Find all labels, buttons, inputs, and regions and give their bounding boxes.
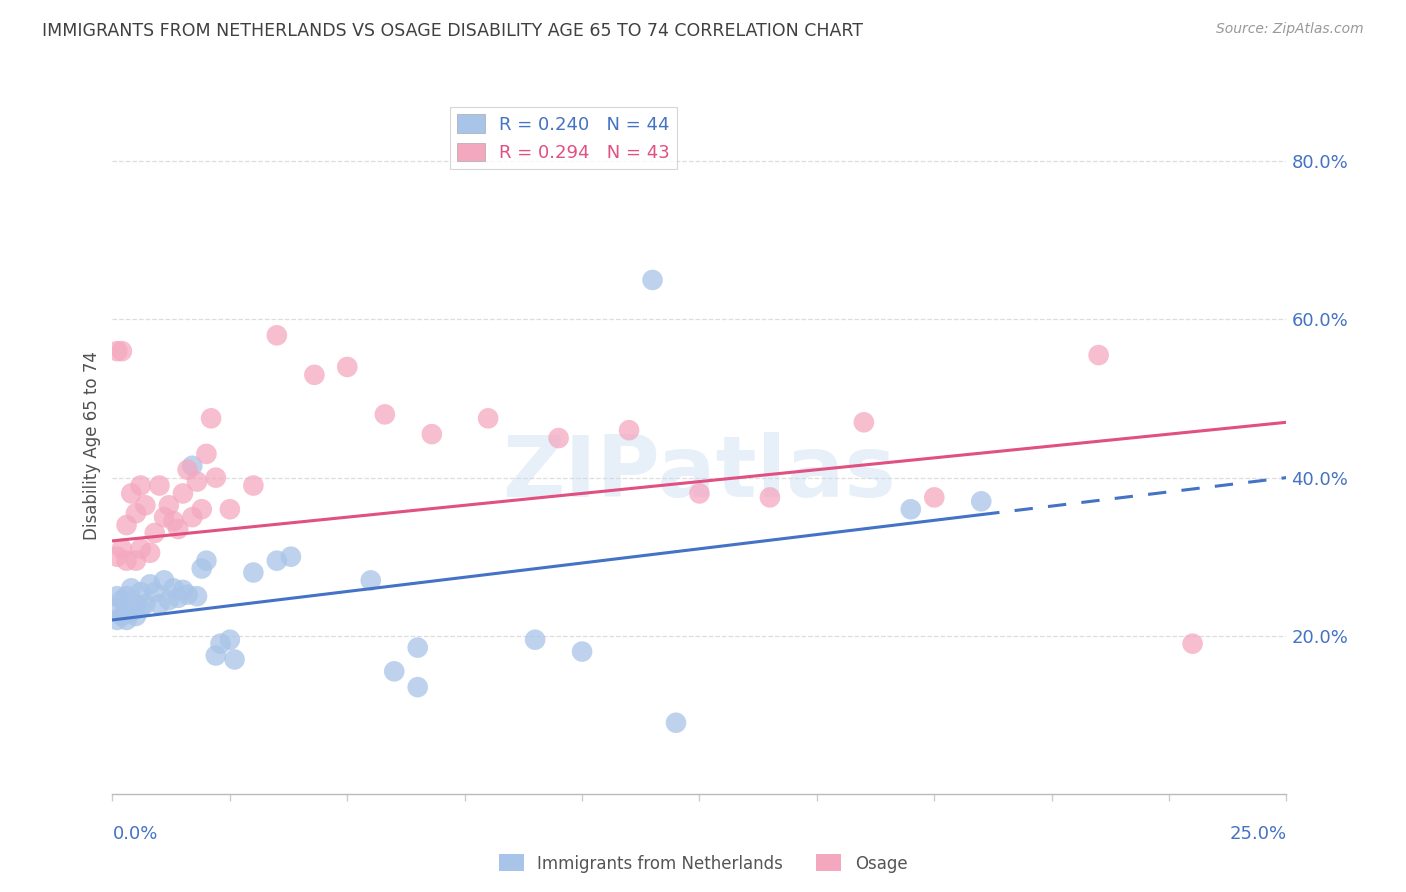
Point	[641, 273, 664, 287]
Point	[120, 486, 142, 500]
Point	[190, 561, 212, 575]
Point	[167, 591, 190, 605]
Point	[111, 541, 134, 556]
Point	[382, 665, 405, 679]
Point	[111, 593, 134, 607]
Point	[304, 368, 326, 382]
Point	[242, 478, 264, 492]
Point	[1181, 637, 1204, 651]
Point	[477, 411, 499, 425]
Point	[105, 613, 128, 627]
Point	[218, 502, 242, 516]
Point	[157, 593, 180, 607]
Point	[524, 632, 547, 647]
Point	[139, 577, 162, 591]
Legend: Immigrants from Netherlands, Osage: Immigrants from Netherlands, Osage	[492, 847, 914, 880]
Point	[420, 427, 443, 442]
Point	[120, 605, 142, 619]
Point	[157, 498, 180, 512]
Point	[167, 522, 190, 536]
Point	[134, 498, 156, 512]
Point	[176, 588, 198, 602]
Point	[129, 585, 152, 599]
Point	[1087, 348, 1109, 362]
Point	[105, 601, 128, 615]
Point	[125, 554, 148, 568]
Point	[105, 344, 128, 359]
Point	[970, 494, 993, 508]
Point	[111, 344, 134, 359]
Point	[336, 359, 359, 374]
Point	[115, 613, 138, 627]
Point	[922, 491, 945, 505]
Point	[129, 478, 152, 492]
Text: 25.0%: 25.0%	[1229, 825, 1286, 843]
Point	[111, 609, 134, 624]
Point	[125, 506, 148, 520]
Text: 0.0%: 0.0%	[112, 825, 157, 843]
Point	[195, 447, 218, 461]
Point	[900, 502, 922, 516]
Point	[139, 546, 162, 560]
Point	[852, 415, 875, 429]
Point	[115, 554, 138, 568]
Point	[204, 648, 226, 663]
Point	[105, 549, 128, 564]
Point	[209, 637, 232, 651]
Point	[125, 597, 148, 611]
Point	[759, 491, 782, 505]
Point	[204, 470, 226, 484]
Point	[406, 640, 429, 655]
Point	[571, 644, 593, 658]
Point	[374, 408, 396, 422]
Point	[186, 475, 208, 489]
Point	[162, 514, 184, 528]
Point	[120, 582, 142, 596]
Point	[218, 632, 242, 647]
Point	[547, 431, 569, 445]
Point	[129, 541, 152, 556]
Point	[617, 423, 640, 437]
Point	[125, 609, 148, 624]
Point	[665, 715, 688, 730]
Point	[105, 589, 128, 603]
Point	[181, 510, 204, 524]
Point	[200, 411, 222, 425]
Text: ZIPatlas: ZIPatlas	[502, 433, 897, 516]
Point	[195, 554, 218, 568]
Text: IMMIGRANTS FROM NETHERLANDS VS OSAGE DISABILITY AGE 65 TO 74 CORRELATION CHART: IMMIGRANTS FROM NETHERLANDS VS OSAGE DIS…	[42, 22, 863, 40]
Point	[688, 486, 710, 500]
Y-axis label: Disability Age 65 to 74: Disability Age 65 to 74	[83, 351, 101, 541]
Point	[360, 574, 382, 588]
Point	[153, 510, 176, 524]
Point	[115, 589, 138, 603]
Text: Source: ZipAtlas.com: Source: ZipAtlas.com	[1216, 22, 1364, 37]
Legend: R = 0.240   N = 44, R = 0.294   N = 43: R = 0.240 N = 44, R = 0.294 N = 43	[450, 107, 676, 169]
Point	[153, 574, 176, 588]
Point	[186, 589, 208, 603]
Point	[148, 597, 170, 611]
Point	[172, 582, 194, 597]
Point	[190, 502, 212, 516]
Point	[181, 458, 204, 473]
Point	[162, 582, 184, 596]
Point	[115, 518, 138, 533]
Point	[172, 486, 194, 500]
Point	[134, 597, 156, 611]
Point	[266, 328, 288, 343]
Point	[148, 478, 170, 492]
Point	[406, 680, 429, 694]
Point	[242, 566, 264, 580]
Point	[224, 652, 246, 666]
Point	[143, 585, 166, 599]
Point	[176, 463, 198, 477]
Point	[266, 554, 288, 568]
Point	[143, 525, 166, 540]
Point	[280, 549, 302, 564]
Point	[129, 601, 152, 615]
